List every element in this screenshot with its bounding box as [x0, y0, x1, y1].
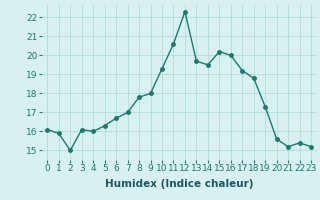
X-axis label: Humidex (Indice chaleur): Humidex (Indice chaleur) [105, 179, 253, 189]
